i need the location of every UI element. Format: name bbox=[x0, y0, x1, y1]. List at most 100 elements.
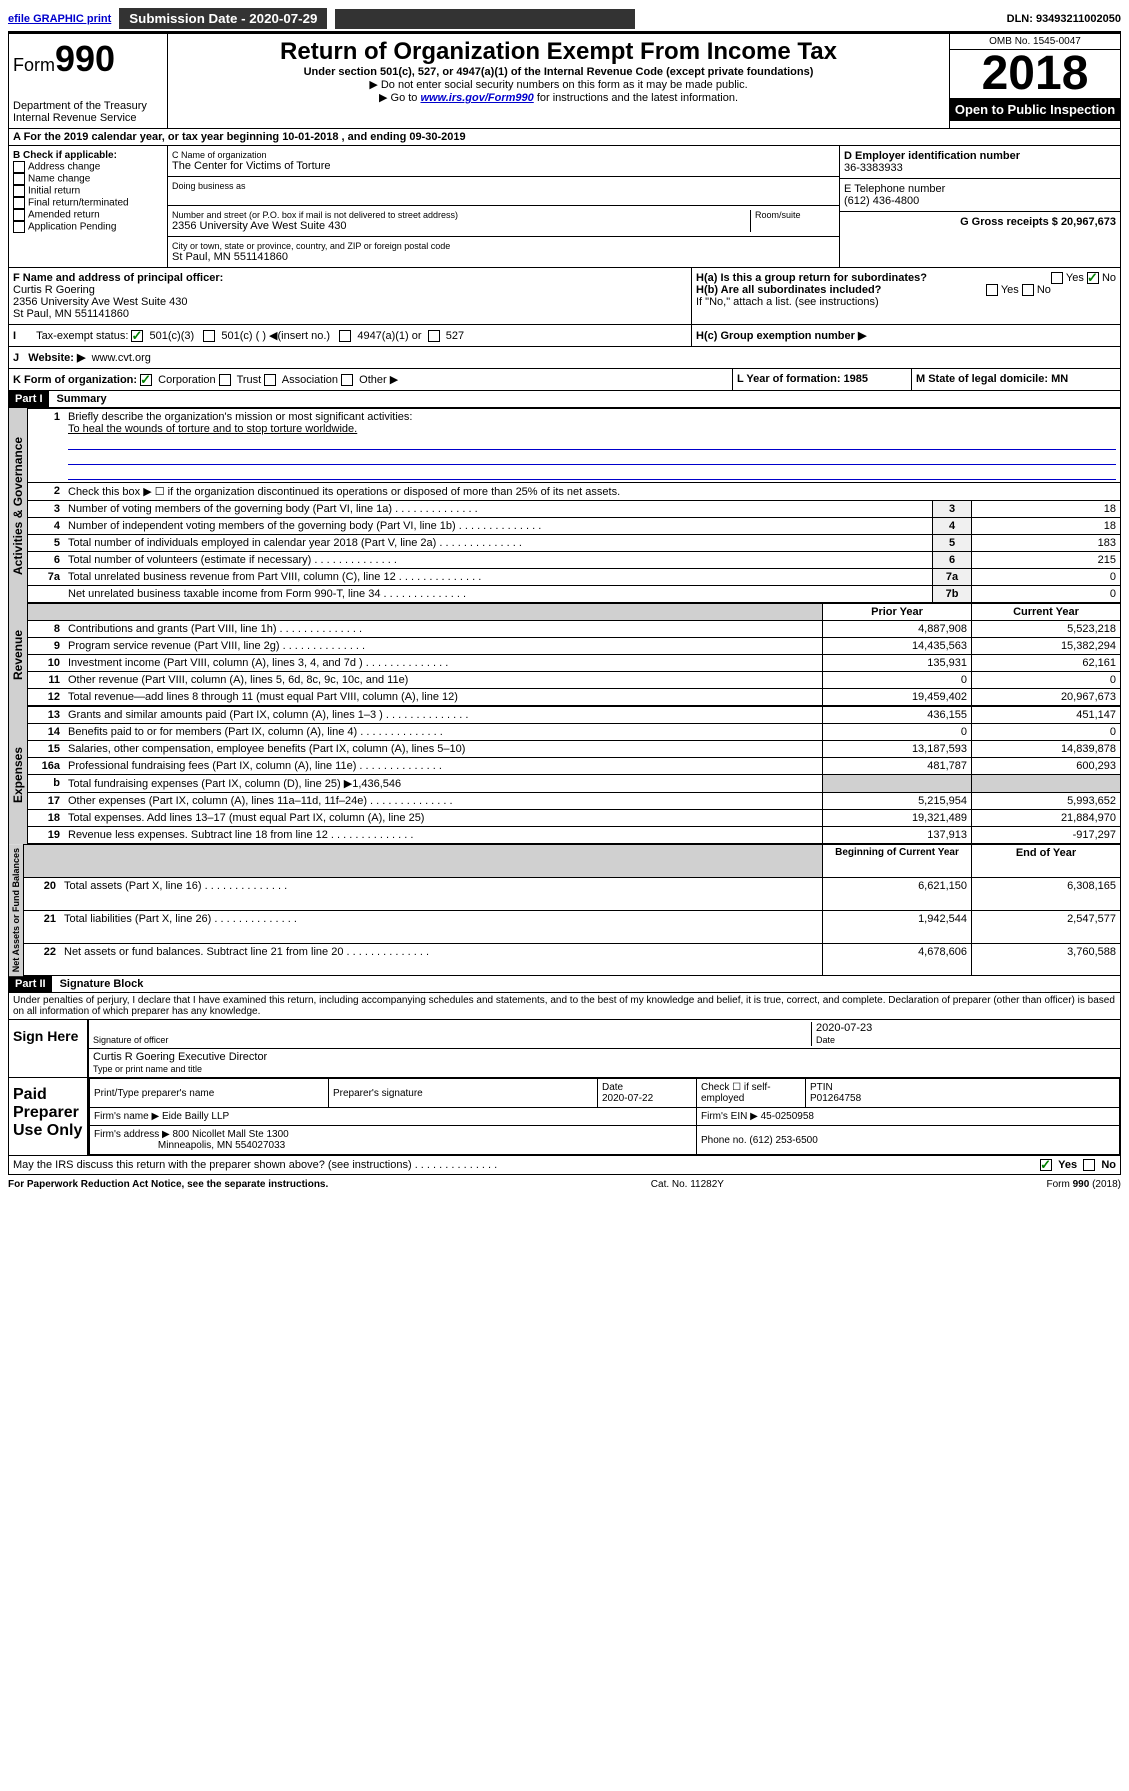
part1-badge: Part I bbox=[9, 391, 49, 407]
part2-title: Signature Block bbox=[52, 978, 144, 990]
firm-name-label: Firm's name ▶ bbox=[94, 1111, 159, 1122]
r14-n: 14 bbox=[48, 726, 60, 738]
r10-c: 62,161 bbox=[972, 655, 1121, 672]
form-label: Form bbox=[13, 55, 55, 75]
part1-title: Summary bbox=[49, 393, 107, 405]
r4-t: Number of independent voting members of … bbox=[64, 518, 933, 535]
row-klm: K Form of organization: Corporation Trus… bbox=[8, 369, 1121, 391]
r19-n: 19 bbox=[48, 829, 60, 841]
check-trust[interactable] bbox=[219, 374, 231, 386]
check-corp[interactable] bbox=[140, 374, 152, 386]
row-j: J Website: ▶ www.cvt.org bbox=[8, 347, 1121, 369]
check-527[interactable] bbox=[428, 330, 440, 342]
check-name[interactable] bbox=[13, 173, 25, 185]
r22-c: 3,760,588 bbox=[972, 943, 1121, 976]
r3-n: 3 bbox=[54, 503, 60, 515]
check-pending[interactable] bbox=[13, 221, 25, 233]
row-a-period: A For the 2019 calendar year, or tax yea… bbox=[8, 129, 1121, 146]
officer-name: Curtis R Goering bbox=[13, 284, 95, 296]
hdr-begin: Beginning of Current Year bbox=[835, 847, 959, 858]
submission-date-button[interactable]: Submission Date - 2020-07-29 bbox=[119, 8, 327, 29]
r5-c: 5 bbox=[933, 535, 972, 552]
preparer-block: Paid Preparer Use Only Print/Type prepar… bbox=[8, 1078, 1121, 1156]
opt-final: Final return/terminated bbox=[28, 198, 129, 209]
r15-p: 13,187,593 bbox=[823, 741, 972, 758]
r4-v: 18 bbox=[972, 518, 1121, 535]
check-assoc[interactable] bbox=[264, 374, 276, 386]
r10-n: 10 bbox=[48, 657, 60, 669]
sign-here-label: Sign Here bbox=[9, 1020, 87, 1077]
firm-addr: 800 Nicollet Mall Ste 1300 bbox=[173, 1129, 289, 1140]
ein-label: D Employer identification number bbox=[844, 150, 1020, 162]
j-label: J bbox=[13, 352, 19, 364]
r15-t: Salaries, other compensation, employee b… bbox=[64, 741, 823, 758]
firm-phone-label: Phone no. bbox=[701, 1135, 747, 1146]
r17-t: Other expenses (Part IX, column (A), lin… bbox=[64, 793, 823, 810]
r20-p: 6,621,150 bbox=[823, 877, 972, 910]
footer-right: Form 990 (2018) bbox=[1047, 1179, 1121, 1190]
opt-trust: Trust bbox=[237, 374, 262, 386]
r6-c: 6 bbox=[933, 552, 972, 569]
ha-label: H(a) Is this a group return for subordin… bbox=[696, 272, 927, 284]
opt-address: Address change bbox=[28, 162, 100, 173]
irs-link[interactable]: www.irs.gov/Form990 bbox=[420, 92, 533, 104]
r4-n: 4 bbox=[54, 520, 60, 532]
blank-bar bbox=[335, 9, 635, 29]
check-initial[interactable] bbox=[13, 185, 25, 197]
website-label: Website: ▶ bbox=[28, 352, 85, 364]
hdr-end: End of Year bbox=[1016, 847, 1076, 859]
goto-pre: ▶ Go to bbox=[379, 92, 420, 104]
r22-p: 4,678,606 bbox=[823, 943, 972, 976]
opt-501c3: 501(c)(3) bbox=[150, 330, 195, 342]
r18-n: 18 bbox=[48, 812, 60, 824]
ha-no[interactable] bbox=[1087, 272, 1099, 284]
check-501c3[interactable] bbox=[131, 330, 143, 342]
check-4947[interactable] bbox=[339, 330, 351, 342]
r17-c: 5,993,652 bbox=[972, 793, 1121, 810]
period-text: A For the 2019 calendar year, or tax yea… bbox=[13, 131, 466, 143]
mission-text: To heal the wounds of torture and to sto… bbox=[68, 423, 357, 435]
r22-n: 22 bbox=[44, 946, 56, 958]
r5-t: Total number of individuals employed in … bbox=[64, 535, 933, 552]
r12-n: 12 bbox=[48, 691, 60, 703]
check-final[interactable] bbox=[13, 197, 25, 209]
r7a-t: Total unrelated business revenue from Pa… bbox=[64, 569, 933, 586]
opt-name: Name change bbox=[28, 174, 90, 185]
r13-n: 13 bbox=[48, 709, 60, 721]
r4-c: 4 bbox=[933, 518, 972, 535]
subtitle: Under section 501(c), 527, or 4947(a)(1)… bbox=[172, 66, 945, 78]
r16a-n: 16a bbox=[42, 760, 60, 772]
opt-assoc: Association bbox=[282, 374, 338, 386]
r19-p: 137,913 bbox=[823, 827, 972, 844]
r17-n: 17 bbox=[48, 795, 60, 807]
discuss-no[interactable] bbox=[1083, 1159, 1095, 1171]
r20-n: 20 bbox=[44, 880, 56, 892]
r12-p: 19,459,402 bbox=[823, 689, 972, 706]
goto-post: for instructions and the latest informat… bbox=[534, 92, 738, 104]
check-amended[interactable] bbox=[13, 209, 25, 221]
discuss-yes[interactable] bbox=[1040, 1159, 1052, 1171]
addr-label: Number and street (or P.O. box if mail i… bbox=[172, 210, 750, 220]
r20-t: Total assets (Part X, line 16) bbox=[60, 877, 823, 910]
form-num: 990 bbox=[55, 38, 115, 79]
ptin-hdr: PTIN bbox=[810, 1082, 833, 1093]
r14-p: 0 bbox=[823, 724, 972, 741]
hb-no[interactable] bbox=[1022, 284, 1034, 296]
ha-yes[interactable] bbox=[1051, 272, 1063, 284]
r16b-p bbox=[823, 775, 972, 793]
r18-t: Total expenses. Add lines 13–17 (must eq… bbox=[64, 810, 823, 827]
part2-badge: Part II bbox=[9, 976, 52, 992]
check-address[interactable] bbox=[13, 161, 25, 173]
officer-typed-name: Curtis R Goering Executive Director bbox=[93, 1051, 267, 1063]
r16a-c: 600,293 bbox=[972, 758, 1121, 775]
hdr-current: Current Year bbox=[1013, 606, 1079, 618]
hb-yes[interactable] bbox=[986, 284, 998, 296]
efile-link[interactable]: efile GRAPHIC print bbox=[8, 13, 111, 25]
summary-net: Net Assets or Fund Balances Beginning of… bbox=[8, 844, 1121, 976]
check-501c[interactable] bbox=[203, 330, 215, 342]
r7a-v: 0 bbox=[972, 569, 1121, 586]
check-other[interactable] bbox=[341, 374, 353, 386]
r9-n: 9 bbox=[54, 640, 60, 652]
r7b-t: Net unrelated business taxable income fr… bbox=[64, 586, 933, 603]
info-grid: B Check if applicable: Address change Na… bbox=[8, 146, 1121, 268]
